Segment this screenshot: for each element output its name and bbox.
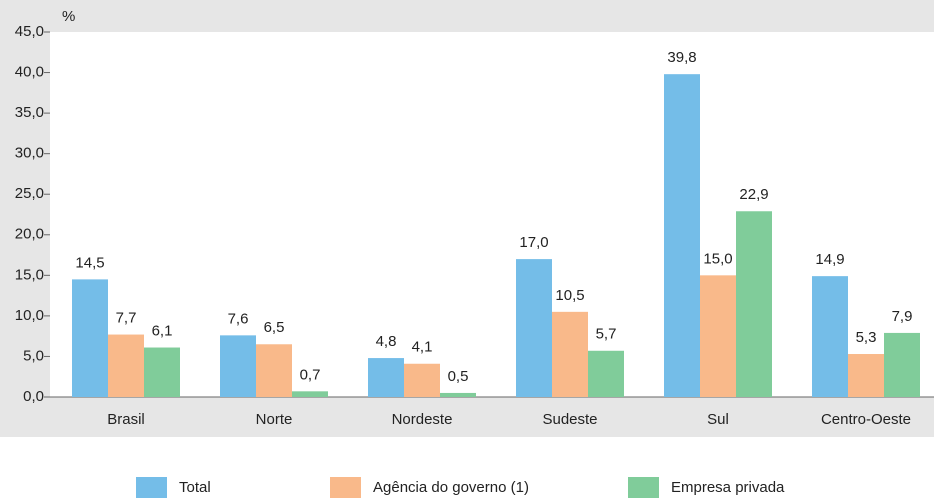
y-tick-label: 30,0 — [15, 145, 44, 162]
value-label: 4,1 — [412, 339, 433, 356]
bar — [368, 358, 404, 397]
bar — [884, 332, 920, 397]
y-tick-label: 45,0 — [15, 23, 44, 40]
value-label: 7,6 — [228, 310, 249, 327]
legend-swatch — [136, 477, 167, 498]
bar — [220, 335, 256, 397]
y-tick-label: 10,0 — [15, 307, 44, 324]
y-tick-label: 40,0 — [15, 64, 44, 81]
plot-area — [50, 32, 934, 397]
value-label: 15,0 — [703, 250, 732, 267]
bar — [812, 276, 848, 397]
y-tick-label: 25,0 — [15, 185, 44, 202]
value-label: 22,9 — [739, 186, 768, 203]
x-tick-label: Norte — [256, 411, 293, 428]
value-label: 0,5 — [448, 368, 469, 385]
x-tick-label: Centro-Oeste — [821, 411, 911, 428]
y-tick-label: 35,0 — [15, 104, 44, 121]
value-label: 5,7 — [596, 326, 617, 343]
y-tick-label: 0,0 — [23, 388, 44, 405]
bar — [108, 334, 144, 397]
legend-swatch — [330, 477, 361, 498]
bar — [144, 347, 180, 397]
bar — [736, 211, 772, 397]
bar — [256, 344, 292, 397]
bar — [72, 279, 108, 397]
y-tick-label: 15,0 — [15, 266, 44, 283]
value-label: 14,9 — [815, 251, 844, 268]
bar — [292, 391, 328, 397]
value-label: 10,5 — [555, 287, 584, 304]
y-tick-label: 20,0 — [15, 226, 44, 243]
x-tick-label: Sul — [707, 411, 729, 428]
value-label: 17,0 — [519, 234, 548, 251]
value-label: 0,7 — [300, 366, 321, 383]
bar — [516, 259, 552, 397]
value-label: 14,5 — [75, 254, 104, 271]
legend-label: Total — [179, 479, 211, 496]
bar — [664, 74, 700, 397]
value-label: 6,1 — [152, 322, 173, 339]
value-label: 39,8 — [667, 49, 696, 66]
bar — [404, 363, 440, 397]
legend-label: Empresa privada — [671, 479, 785, 496]
bar — [700, 275, 736, 397]
value-label: 5,3 — [856, 329, 877, 346]
value-label: 7,7 — [116, 310, 137, 327]
y-axis-label: % — [62, 8, 75, 25]
y-tick-label: 5,0 — [23, 347, 44, 364]
value-label: 4,8 — [376, 333, 397, 350]
legend-label: Agência do governo (1) — [373, 479, 529, 496]
x-tick-label: Nordeste — [392, 411, 453, 428]
bar — [552, 311, 588, 397]
bar — [440, 392, 476, 397]
bar — [848, 354, 884, 397]
x-tick-label: Brasil — [107, 411, 145, 428]
bar — [588, 350, 624, 397]
x-tick-label: Sudeste — [542, 411, 597, 428]
value-label: 6,5 — [264, 319, 285, 336]
value-label: 7,9 — [892, 308, 913, 325]
legend-swatch — [628, 477, 659, 498]
